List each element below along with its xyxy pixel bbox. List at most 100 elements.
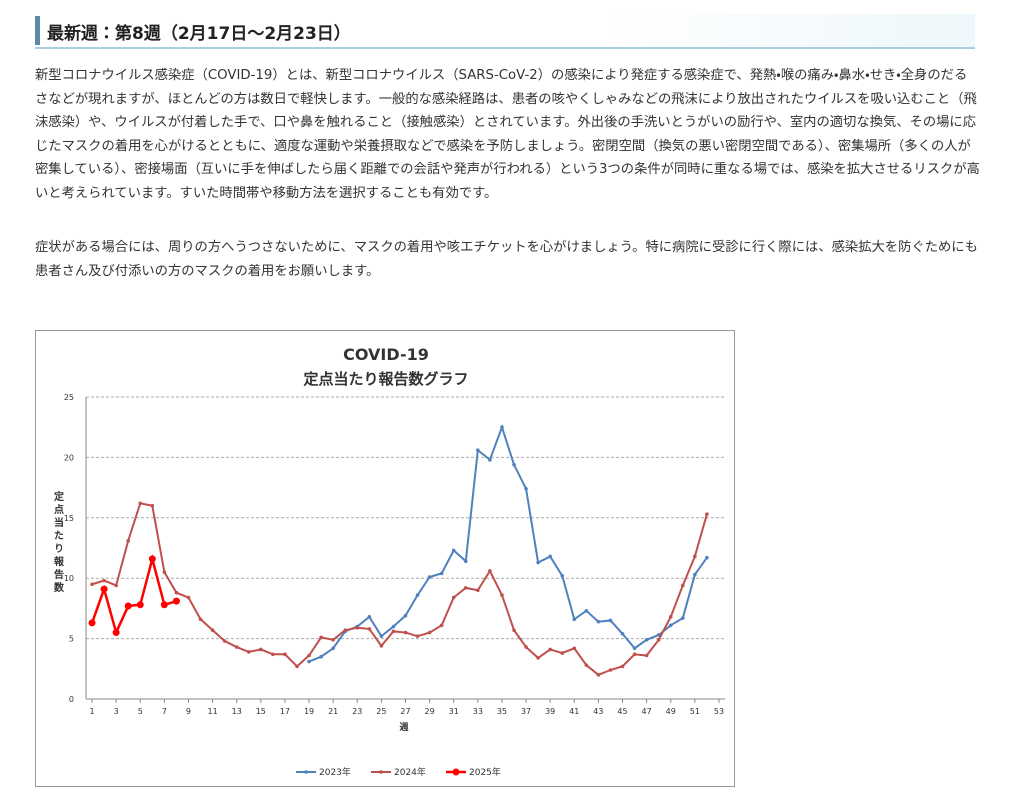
legend-label: 2023年 xyxy=(319,766,351,778)
data-point xyxy=(681,583,685,588)
y-tick-label: 25 xyxy=(64,393,74,402)
data-point xyxy=(512,462,516,467)
data-point xyxy=(379,644,384,648)
x-tick-label: 3 xyxy=(114,707,119,716)
data-point xyxy=(319,635,323,640)
data-point xyxy=(234,645,239,649)
data-point xyxy=(379,634,384,638)
x-tick-label: 49 xyxy=(666,707,676,716)
data-point xyxy=(608,668,613,672)
x-tick-label: 13 xyxy=(232,707,242,716)
header-accent xyxy=(35,16,40,45)
x-tick-label: 15 xyxy=(256,707,266,716)
x-tick-label: 33 xyxy=(473,707,483,716)
data-point xyxy=(524,645,528,649)
x-tick-label: 43 xyxy=(593,707,603,716)
x-tick-label: 7 xyxy=(162,707,167,716)
data-point xyxy=(259,647,263,652)
series-line xyxy=(308,424,708,663)
data-point xyxy=(644,638,649,642)
y-tick-label: 5 xyxy=(69,635,74,644)
data-point xyxy=(620,664,625,669)
data-point xyxy=(148,555,156,563)
x-tick-label: 31 xyxy=(449,707,459,716)
data-point xyxy=(391,624,396,629)
data-point xyxy=(705,512,709,516)
data-point xyxy=(439,571,444,576)
data-point xyxy=(476,448,480,452)
x-tick-label: 51 xyxy=(690,707,700,716)
data-point xyxy=(463,586,468,590)
data-point xyxy=(355,625,360,630)
x-tick-label: 19 xyxy=(304,707,314,716)
data-point xyxy=(136,601,144,609)
data-point xyxy=(620,631,625,636)
data-point xyxy=(88,619,96,627)
data-point xyxy=(246,650,251,654)
data-point xyxy=(415,593,420,597)
data-point xyxy=(126,538,130,543)
data-point xyxy=(295,664,299,669)
data-point xyxy=(307,659,311,664)
data-point xyxy=(632,652,637,657)
data-point xyxy=(560,651,565,655)
data-point xyxy=(596,673,601,677)
data-point xyxy=(512,628,516,632)
data-point xyxy=(644,653,649,658)
data-point xyxy=(415,634,420,638)
data-point xyxy=(174,590,179,595)
data-point xyxy=(500,593,504,597)
data-point xyxy=(572,617,577,622)
x-tick-label: 29 xyxy=(425,707,435,716)
data-point xyxy=(427,630,432,635)
data-point xyxy=(488,569,492,573)
x-tick-label: 39 xyxy=(545,707,555,716)
data-point xyxy=(488,458,492,462)
x-tick-label: 23 xyxy=(352,707,362,716)
x-axis-label: 週 xyxy=(399,722,409,733)
data-point xyxy=(307,653,311,658)
data-point xyxy=(439,623,444,628)
data-point xyxy=(584,663,589,667)
data-point xyxy=(198,617,203,622)
data-point xyxy=(608,618,613,623)
section-title: 最新週：第8週（2月17日～2月23日） xyxy=(47,24,351,44)
x-tick-label: 37 xyxy=(521,707,531,716)
data-point xyxy=(100,585,108,593)
data-point xyxy=(210,628,215,632)
y-axis-label: 定点当たり報告数 xyxy=(52,490,65,595)
data-point xyxy=(524,487,528,491)
y-tick-label: 15 xyxy=(64,514,74,523)
data-point xyxy=(172,597,180,605)
y-tick-label: 10 xyxy=(64,574,74,583)
data-point xyxy=(186,595,191,600)
x-tick-label: 47 xyxy=(642,707,652,716)
x-tick-label: 35 xyxy=(497,707,507,716)
x-tick-label: 11 xyxy=(208,707,218,716)
data-point xyxy=(632,646,637,651)
data-point xyxy=(463,559,468,564)
data-point xyxy=(283,652,287,657)
data-point xyxy=(548,554,552,559)
data-point xyxy=(112,629,120,637)
legend-marker xyxy=(452,768,460,776)
chart: COVID-19 定点当たり報告数グラフ 定点当たり報告数 週 05101520… xyxy=(35,330,735,787)
data-point xyxy=(596,619,601,624)
data-point xyxy=(124,602,132,610)
x-tick-label: 5 xyxy=(138,707,143,716)
data-point xyxy=(319,654,323,659)
data-point xyxy=(222,639,227,643)
x-tick-label: 45 xyxy=(617,707,627,716)
data-point xyxy=(391,629,396,634)
x-tick-label: 21 xyxy=(328,707,338,716)
data-point xyxy=(162,570,167,574)
data-point xyxy=(451,548,456,553)
data-point xyxy=(656,633,661,637)
x-tick-label: 27 xyxy=(400,707,410,716)
data-point xyxy=(150,503,155,508)
data-point xyxy=(693,554,697,559)
x-tick-label: 1 xyxy=(89,707,94,716)
data-point xyxy=(90,582,94,587)
section-header: 最新週：第8週（2月17日～2月23日） xyxy=(35,14,975,49)
